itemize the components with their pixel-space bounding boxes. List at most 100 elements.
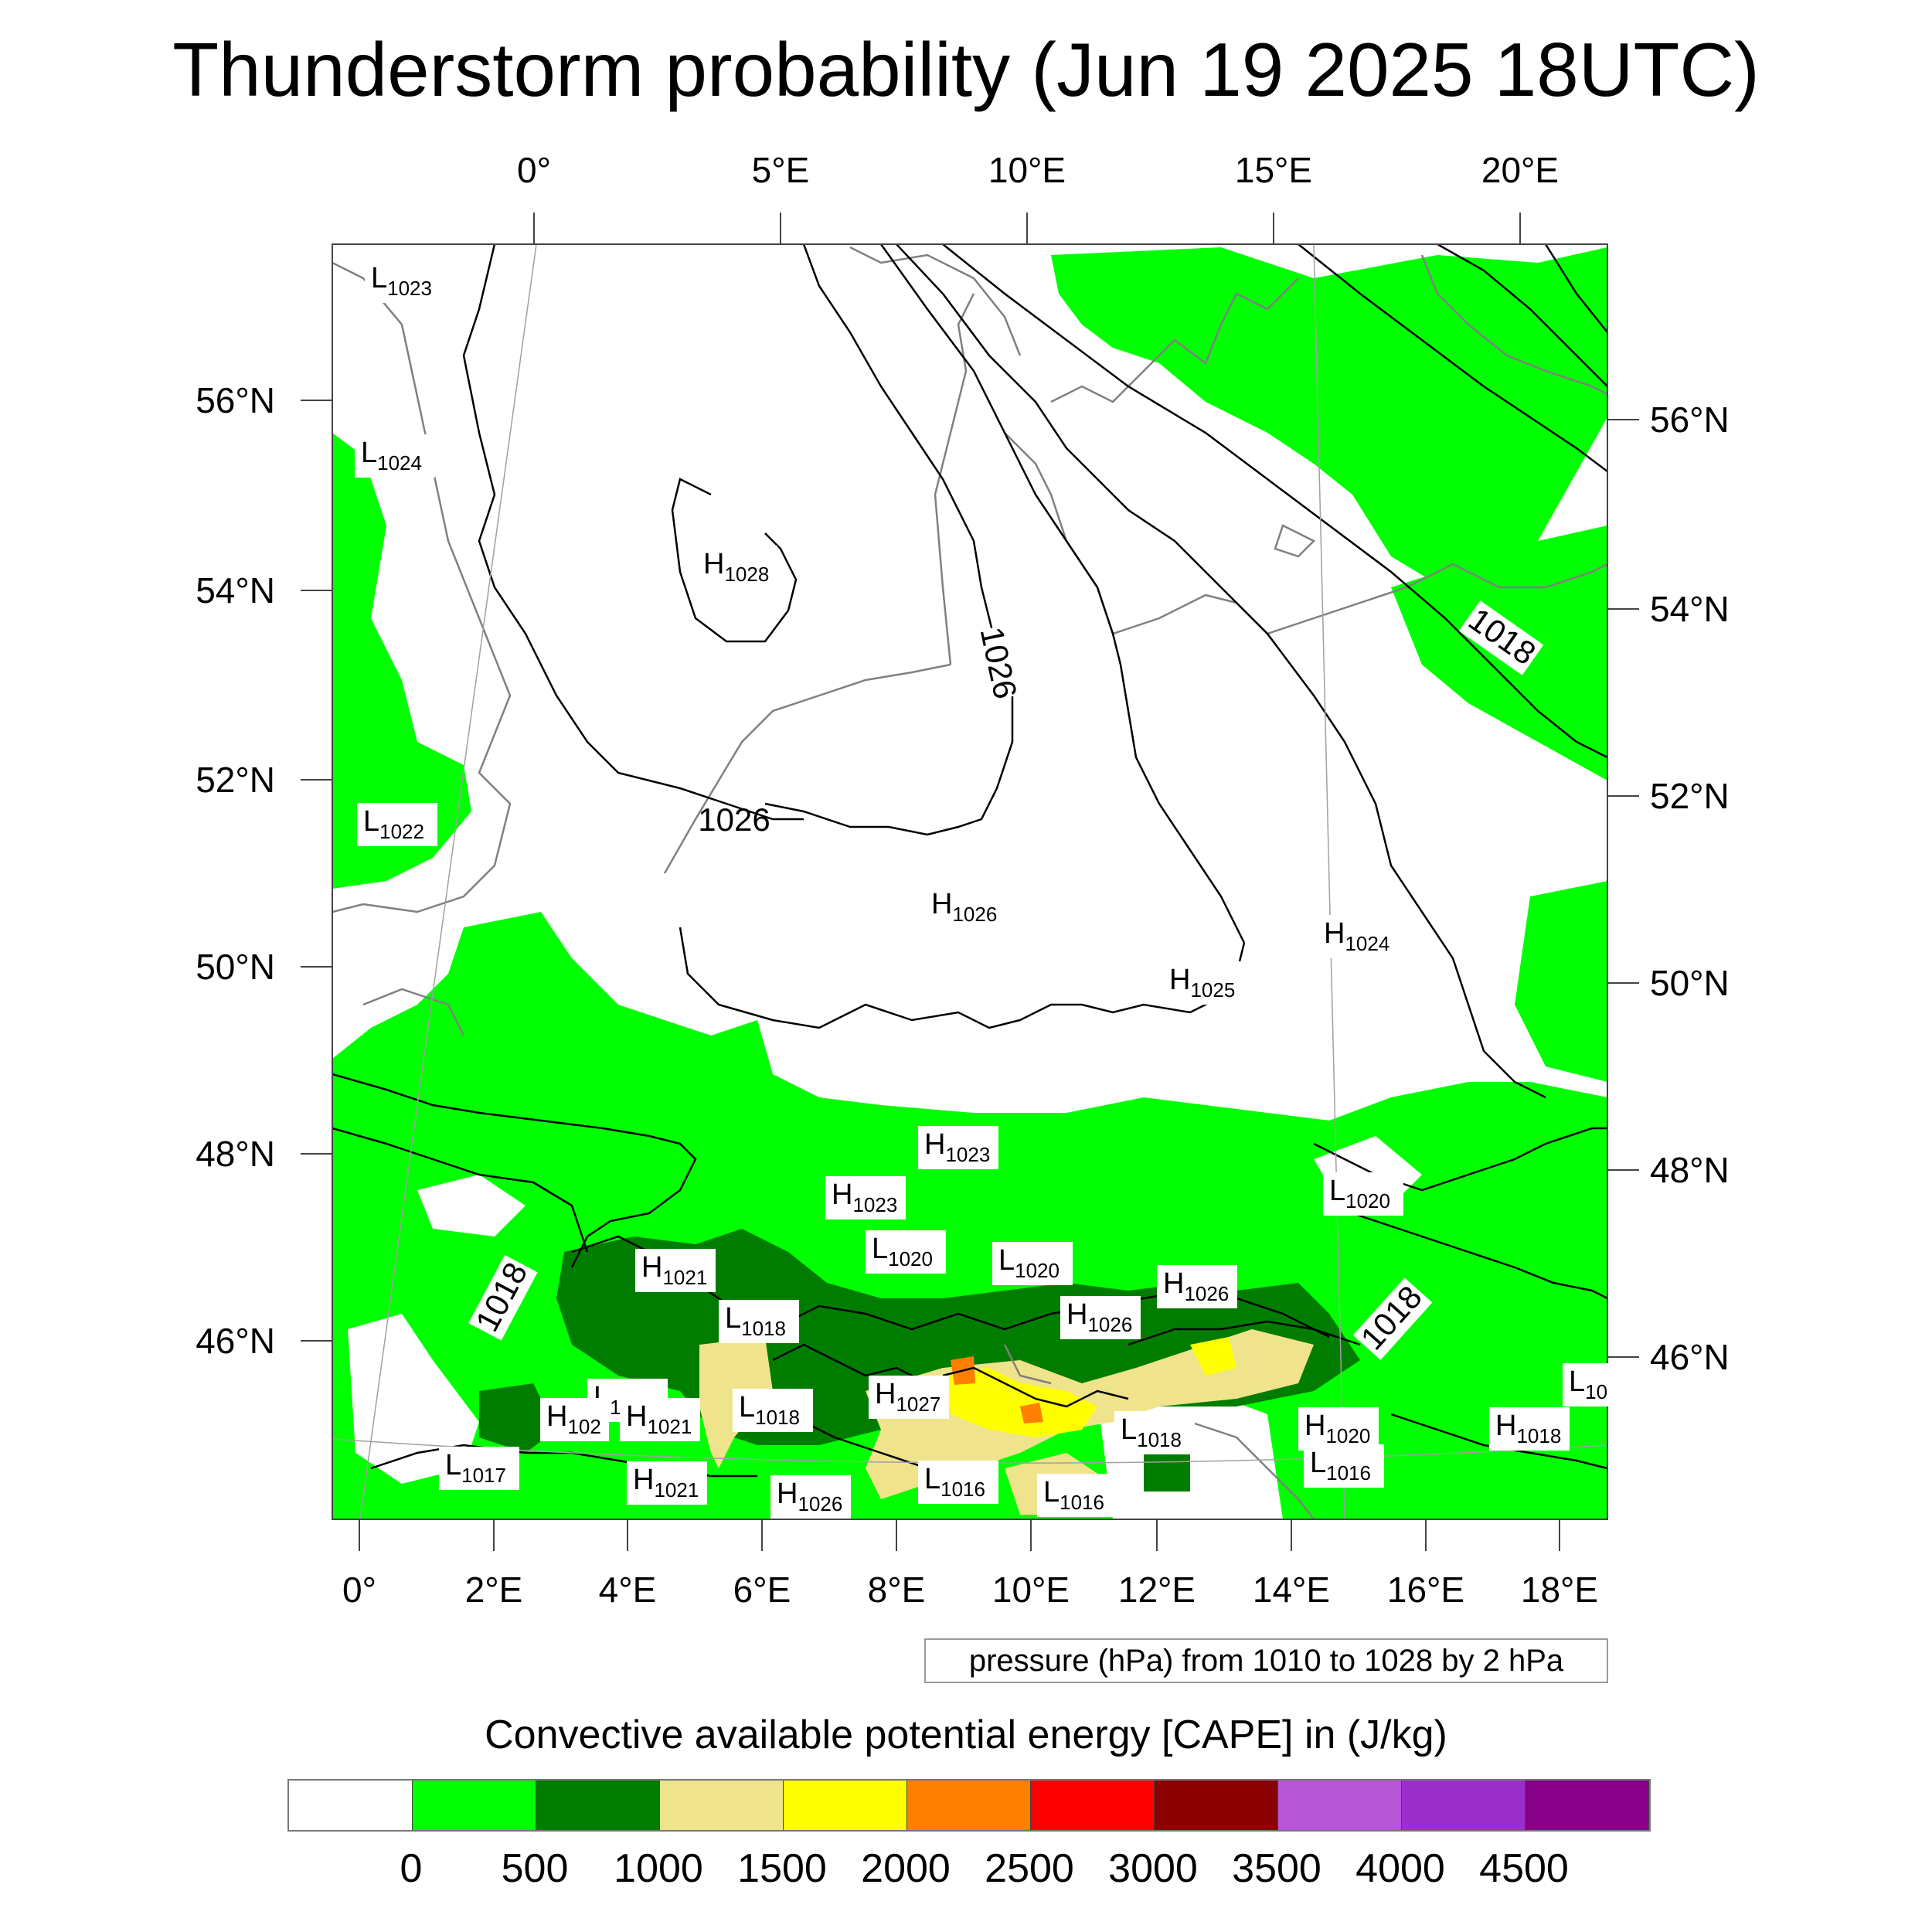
pressure-label-bg [1318, 915, 1398, 958]
pressure-center-text: H1026 [777, 1478, 842, 1515]
cape-gap [417, 1175, 526, 1236]
isobar-label-bg [1352, 1277, 1433, 1360]
colorbar [287, 1779, 1651, 1832]
lon-label-top: 0° [517, 150, 551, 190]
pressure-center-label: L1018 [733, 1389, 813, 1432]
isobar-label: 1026 [974, 624, 1024, 702]
cape-region-green [1515, 881, 1607, 1082]
coastline [1050, 277, 1299, 403]
pressure-label-bg [1060, 1296, 1141, 1339]
lon-label-bottom: 8°E [868, 1570, 926, 1610]
cape-region-darkgreen [1144, 1453, 1190, 1492]
colorbar-title: Convective available potential energy [C… [485, 1713, 1447, 1757]
pressure-center-text: H1021 [641, 1251, 707, 1289]
colorbar-label: 0 [400, 1846, 423, 1891]
pressure-center-label: H102 [540, 1398, 609, 1441]
isobar [1437, 244, 1607, 387]
lon-label-bottom: 18°E [1521, 1570, 1598, 1610]
coastline [1003, 1344, 1052, 1385]
pressure-label-bg [770, 1475, 851, 1519]
isobar [1328, 1204, 1607, 1300]
chart-title: Thunderstorm probability (Jun 19 2025 18… [172, 27, 1760, 112]
pressure-center-text: H1023 [832, 1179, 897, 1216]
pressure-center-text: L1018 [1121, 1413, 1182, 1451]
pressure-label-bg [620, 1398, 700, 1441]
isobar [671, 478, 798, 643]
colorbar-swatch [1031, 1781, 1155, 1830]
pressure-label-bg [355, 434, 435, 478]
colorbar-label: 1500 [737, 1846, 827, 1891]
pressure-label-bg [697, 546, 777, 589]
pressure-label-bg [635, 1249, 716, 1292]
pressure-center-text: H1027 [875, 1378, 940, 1416]
isobar [1313, 1127, 1607, 1192]
pressure-label-bg [1563, 1363, 1620, 1406]
lat-label-left: 46°N [196, 1321, 275, 1361]
colorbar-label: 4500 [1479, 1846, 1569, 1891]
pressure-label-bg [1037, 1474, 1117, 1517]
pressure-center-text: H1026 [931, 888, 997, 926]
isobar-label-bg [468, 1254, 538, 1341]
pressure-center-text: H1024 [1324, 917, 1389, 955]
pressure-center-label: L1023 [365, 260, 445, 303]
lon-label-bottom: 16°E [1387, 1570, 1464, 1610]
pressure-label-bg [439, 1447, 519, 1490]
axis-ticks [301, 213, 1639, 1551]
coastline [332, 261, 512, 913]
lon-label-bottom: 14°E [1253, 1570, 1330, 1610]
isobar [332, 1073, 697, 1268]
pressure-center-text: L1016 [1310, 1447, 1371, 1485]
pressure-label-bg [540, 1398, 609, 1441]
pressure-label-bg [918, 1126, 998, 1169]
isobar [1298, 244, 1607, 472]
pressure-label-bg [627, 1461, 707, 1505]
lat-label-right: 56°N [1650, 400, 1730, 440]
cape-region-green [332, 433, 471, 889]
lon-label-top: 15°E [1235, 150, 1312, 190]
pressure-center-text: H102 [546, 1400, 601, 1438]
pressure-center-text: H1021 [633, 1464, 699, 1502]
lat-label-left: 50°N [196, 947, 275, 987]
lat-label-left: 52°N [196, 760, 275, 800]
colorbar-label: 2000 [861, 1846, 951, 1891]
colorbar-swatch [1155, 1781, 1278, 1830]
map-frame [332, 243, 1608, 1520]
lon-label-top: 20°E [1481, 150, 1559, 190]
lat-label-right: 48°N [1650, 1150, 1730, 1190]
pressure-label-bg [866, 1230, 946, 1274]
pressure-center-label: L1016 [918, 1461, 998, 1504]
cape-field [332, 247, 1607, 1519]
colorbar-swatch [1526, 1781, 1649, 1830]
pressure-center-text: L1024 [361, 437, 422, 474]
isobar [942, 1366, 1129, 1408]
pressure-center-label: H1021 [620, 1398, 700, 1441]
pressure-label-bg [1157, 1265, 1237, 1308]
coastline [362, 988, 465, 1036]
coastline [1189, 1420, 1315, 1519]
colorbar-label: 1000 [614, 1846, 703, 1891]
lat-label-right: 52°N [1650, 776, 1730, 816]
meridian-line [359, 244, 537, 1519]
pressure-center-text: H1026 [1066, 1298, 1132, 1336]
colorbar-label: 2500 [985, 1846, 1074, 1891]
lat-label-left: 54°N [196, 570, 275, 611]
bottom-lon-labels: 0° 2°E 4°E 6°E 8°E 10°E 12°E 14°E 16°E 1… [342, 1570, 1598, 1610]
pressure-center-text: H1018 [1495, 1410, 1561, 1447]
lat-label-right: 50°N [1650, 963, 1730, 1003]
pressure-label-bg [365, 260, 445, 303]
colorbar-swatch [413, 1781, 536, 1830]
pressure-center-label: H1021 [635, 1249, 716, 1292]
colorbar-swatch [536, 1781, 660, 1830]
isobar [1544, 244, 1607, 333]
coastline [849, 246, 1022, 356]
pressure-center-label: H1023 [825, 1176, 906, 1219]
cape-region-yellow [1190, 1337, 1236, 1376]
pressure-label-bg [1163, 961, 1243, 1005]
colorbar-label: 3000 [1108, 1846, 1198, 1891]
pressure-center-label: L10 [1563, 1363, 1620, 1406]
pressure-centers: L1023 L1024 H1028 L1022 H1026 H1025 H1024 H1023… [355, 260, 1620, 1519]
isobar-label-bg [972, 624, 1021, 702]
coastline [1274, 524, 1316, 558]
colorbar-label: 500 [501, 1846, 569, 1891]
pressure-label-bg [1114, 1411, 1195, 1454]
